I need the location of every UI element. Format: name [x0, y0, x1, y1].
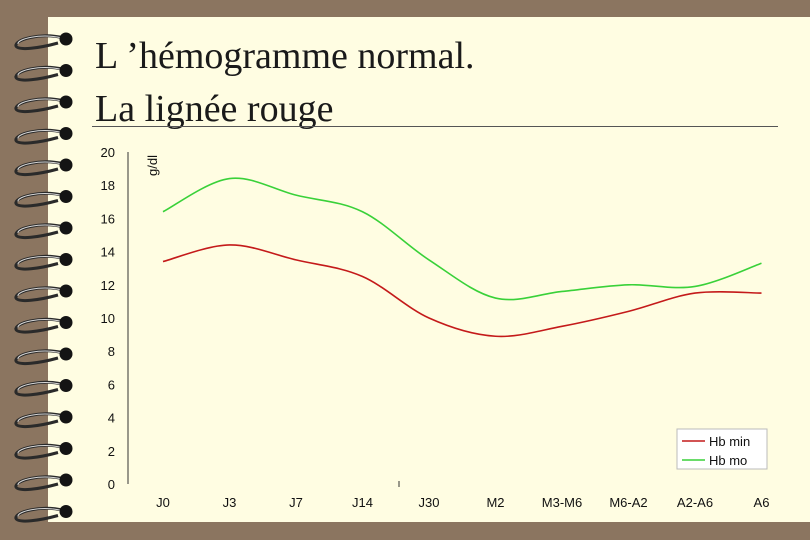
- y-tick-label: 4: [108, 411, 115, 426]
- binding-hole: [59, 64, 73, 77]
- binding-hole: [59, 253, 73, 266]
- slide-title-line-1: L ’hémogramme normal.: [95, 35, 475, 77]
- y-tick-labels: 0 2 4 6 8 10 12 14 16 18 20: [101, 145, 115, 492]
- binding-ring: [14, 410, 73, 429]
- slide-title-line-2: La lignée rouge: [95, 88, 334, 130]
- binding-wire-highlight: [17, 35, 63, 45]
- binding-wire-highlight: [17, 98, 63, 108]
- y-tick-label: 16: [101, 211, 115, 226]
- binding-wire-highlight: [17, 508, 63, 517]
- x-tick-labels: J0 J3 J7 J14 J30 M2 M3-M6 M6-A2 A2-A6 A6: [156, 495, 769, 510]
- y-tick-label: 0: [108, 477, 115, 492]
- binding-hole: [59, 316, 73, 329]
- binding-hole: [59, 379, 73, 392]
- binding-hole: [59, 221, 73, 235]
- legend: Hb min Hb mo: [676, 428, 768, 470]
- y-tick-label: 20: [101, 145, 115, 160]
- legend-box: [676, 428, 768, 470]
- legend-label-hb-mo: Hb mo: [709, 453, 747, 468]
- y-tick-label: 6: [108, 377, 115, 392]
- binding-wire-highlight: [17, 445, 63, 454]
- spiral-binding: [14, 32, 73, 523]
- binding-wire-highlight: [17, 476, 63, 486]
- binding-hole: [59, 190, 73, 203]
- binding-hole: [59, 347, 73, 361]
- y-tick-label: 14: [101, 245, 115, 260]
- binding-hole: [59, 127, 73, 140]
- y-tick-label: 18: [101, 178, 115, 193]
- x-tick-label: J14: [352, 495, 373, 510]
- binding-hole: [59, 442, 73, 455]
- series-line-hb-mo: [162, 177, 762, 301]
- binding-ring: [14, 32, 73, 51]
- x-tick-label: A2-A6: [677, 495, 713, 510]
- binding-ring: [14, 473, 73, 492]
- binding-wire-highlight: [17, 319, 63, 328]
- binding-wire-highlight: [17, 382, 63, 391]
- binding-ring: [14, 347, 73, 366]
- series-lines: [162, 177, 762, 338]
- legend-label-hb-min: Hb min: [709, 434, 750, 449]
- x-tick-label: A6: [754, 495, 770, 510]
- binding-wire-highlight: [17, 224, 63, 234]
- binding-hole: [59, 410, 73, 424]
- binding-hole: [59, 473, 73, 487]
- binding-ring: [14, 284, 73, 303]
- binding-wire-highlight: [17, 161, 63, 171]
- binding-ring: [14, 95, 73, 114]
- binding-ring: [14, 379, 73, 397]
- y-tick-label: 8: [108, 344, 115, 359]
- binding-ring: [14, 316, 73, 334]
- x-tick-label: M2: [486, 495, 504, 510]
- x-tick-label: J3: [223, 495, 237, 510]
- binding-hole: [59, 158, 73, 172]
- x-tick-label: M6-A2: [609, 495, 647, 510]
- binding-wire-highlight: [17, 413, 63, 423]
- binding-ring: [14, 127, 73, 145]
- binding-wire-highlight: [17, 350, 63, 360]
- binding-ring: [14, 190, 73, 208]
- x-tick-label: M3-M6: [542, 495, 582, 510]
- binding-ring: [14, 442, 73, 460]
- binding-wire-highlight: [17, 287, 63, 297]
- y-tick-label: 12: [101, 278, 115, 293]
- binding-hole: [59, 95, 73, 109]
- binding-wire-highlight: [17, 130, 63, 139]
- binding-ring: [14, 64, 73, 82]
- binding-wire-highlight: [17, 193, 63, 202]
- series-line-hb-min: [162, 244, 762, 338]
- x-tick-label: J30: [419, 495, 440, 510]
- binding-ring: [14, 221, 73, 240]
- y-tick-label: 2: [108, 444, 115, 459]
- y-axis-label: g/dl: [145, 155, 160, 176]
- binding-ring: [14, 158, 73, 177]
- binding-wire-highlight: [17, 67, 63, 76]
- y-tick-label: 10: [101, 311, 115, 326]
- binding-ring: [14, 505, 73, 523]
- title-underline: [92, 126, 778, 127]
- binding-hole: [59, 32, 73, 46]
- binding-hole: [59, 284, 73, 298]
- binding-ring: [14, 253, 73, 271]
- x-tick-label: J7: [289, 495, 303, 510]
- x-tick-label: J0: [156, 495, 170, 510]
- binding-hole: [59, 505, 73, 518]
- binding-wire-highlight: [17, 256, 63, 265]
